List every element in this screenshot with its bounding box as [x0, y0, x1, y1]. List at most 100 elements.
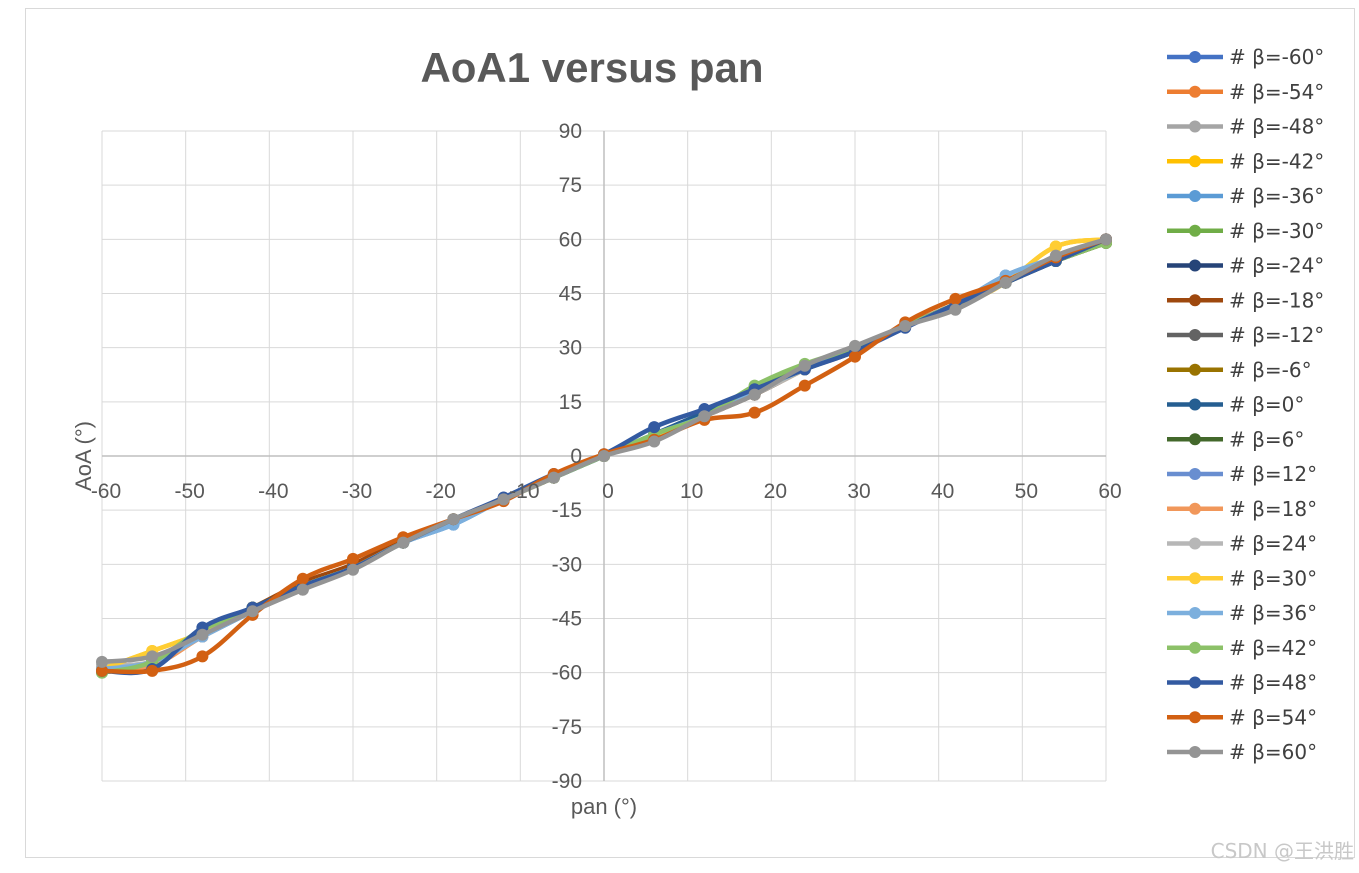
legend-entry: # β=-42° [1167, 149, 1324, 173]
data-point [196, 628, 209, 641]
y-tick-label: -90 [552, 770, 582, 793]
legend-label: # β=-12° [1229, 323, 1324, 347]
legend-marker [1189, 224, 1201, 237]
legend-entry: # β=-6° [1167, 358, 1312, 382]
data-point [1049, 249, 1062, 262]
data-point [1049, 240, 1062, 253]
x-tick-label: -20 [425, 480, 455, 503]
data-point [196, 650, 209, 663]
data-point [698, 410, 711, 423]
data-point [447, 513, 460, 526]
legend-marker [1189, 259, 1201, 272]
y-tick-label: -45 [552, 608, 582, 631]
legend-entry: # β=24° [1167, 532, 1317, 556]
x-tick-label: -10 [509, 480, 539, 503]
legend: # β=-60° # β=-54° # β=-48° # β=-42° # β=-36°… [1167, 45, 1324, 764]
legend-entry: # β=48° [1167, 671, 1317, 695]
legend-label: # β=12° [1229, 462, 1317, 486]
x-tick-label: 0 [602, 480, 614, 503]
legend-label: # β=60° [1229, 740, 1317, 764]
data-point [849, 350, 861, 363]
legend-marker [1189, 641, 1201, 654]
legend-label: # β=0° [1229, 393, 1304, 417]
legend-label: # β=6° [1229, 427, 1304, 451]
legend-label: # β=-24° [1229, 254, 1324, 278]
data-point [798, 379, 811, 392]
legend-marker [1189, 398, 1201, 411]
legend-entry: # β=-24° [1167, 254, 1324, 278]
legend-marker [1189, 572, 1201, 585]
x-tick-label: -40 [258, 480, 288, 503]
legend-marker [1189, 51, 1201, 63]
y-tick-label: 75 [559, 174, 582, 197]
x-tick-label: 40 [931, 480, 954, 503]
legend-marker [1189, 85, 1201, 98]
data-point [899, 320, 912, 332]
data-point [497, 493, 510, 506]
legend-entry: # β=-18° [1167, 288, 1324, 312]
legend-entry: # β=30° [1167, 566, 1317, 590]
legend-label: # β=24° [1229, 532, 1317, 556]
legend-marker [1189, 155, 1201, 168]
legend-marker [1189, 468, 1201, 480]
y-tick-label: 45 [559, 283, 582, 306]
legend-entry: # β=-60° [1167, 45, 1324, 69]
legend-entry: # β=-36° [1167, 184, 1324, 208]
x-tick-label: -50 [174, 480, 204, 503]
legend-entry: # β=-54° [1167, 80, 1324, 104]
y-tick-label: 0 [570, 445, 582, 468]
legend-label: # β=-30° [1229, 219, 1324, 243]
data-point [648, 435, 661, 448]
data-point [598, 450, 610, 462]
data-point [547, 471, 560, 484]
data-point [296, 583, 309, 596]
legend-label: # β=-6° [1229, 358, 1312, 382]
y-tick-label: -30 [552, 553, 582, 576]
legend-entry: # β=-30° [1167, 219, 1324, 243]
data-point [849, 339, 861, 352]
y-tick-label: -60 [552, 662, 582, 685]
y-tick-label: 30 [559, 337, 582, 360]
legend-marker [1189, 190, 1201, 202]
data-point [949, 292, 962, 305]
x-tick-label: 50 [1015, 480, 1038, 503]
y-tick-label: -75 [552, 716, 582, 739]
data-point [146, 664, 159, 677]
data-point [1100, 233, 1112, 246]
legend-label: # β=18° [1229, 497, 1317, 521]
legend-label: # β=-42° [1229, 149, 1324, 173]
y-tick-label: 60 [559, 228, 582, 251]
x-tick-label: -30 [342, 480, 372, 503]
data-point [347, 563, 359, 576]
watermark-text: CSDN @王洪胜 [1211, 839, 1354, 863]
legend-marker [1189, 294, 1201, 307]
legend-marker [1189, 120, 1201, 133]
legend-label: # β=-48° [1229, 115, 1324, 139]
legend-marker [1189, 363, 1201, 376]
data-point [648, 421, 661, 434]
data-point [96, 655, 108, 668]
data-point [748, 388, 761, 401]
legend-entry: # β=18° [1167, 497, 1317, 521]
x-tick-label: 20 [764, 480, 787, 503]
legend-label: # β=-18° [1229, 288, 1324, 312]
series-layer [96, 233, 1112, 679]
legend-label: # β=30° [1229, 566, 1317, 590]
legend-label: # β=-60° [1229, 45, 1324, 69]
legend-marker [1189, 711, 1201, 724]
legend-marker [1189, 676, 1201, 689]
data-point [296, 572, 309, 585]
x-tick-label: -60 [91, 480, 121, 503]
legend-entry: # β=36° [1167, 601, 1317, 625]
legend-label: # β=42° [1229, 636, 1317, 660]
legend-label: # β=36° [1229, 601, 1317, 625]
series-21 [96, 233, 1112, 668]
legend-marker [1189, 746, 1201, 758]
legend-label: # β=54° [1229, 705, 1317, 729]
legend-label: # β=-54° [1229, 80, 1324, 104]
legend-marker [1189, 329, 1201, 341]
legend-marker [1189, 537, 1201, 550]
y-tick-label: 15 [559, 391, 582, 414]
x-axis-title: pan (°) [571, 794, 637, 819]
